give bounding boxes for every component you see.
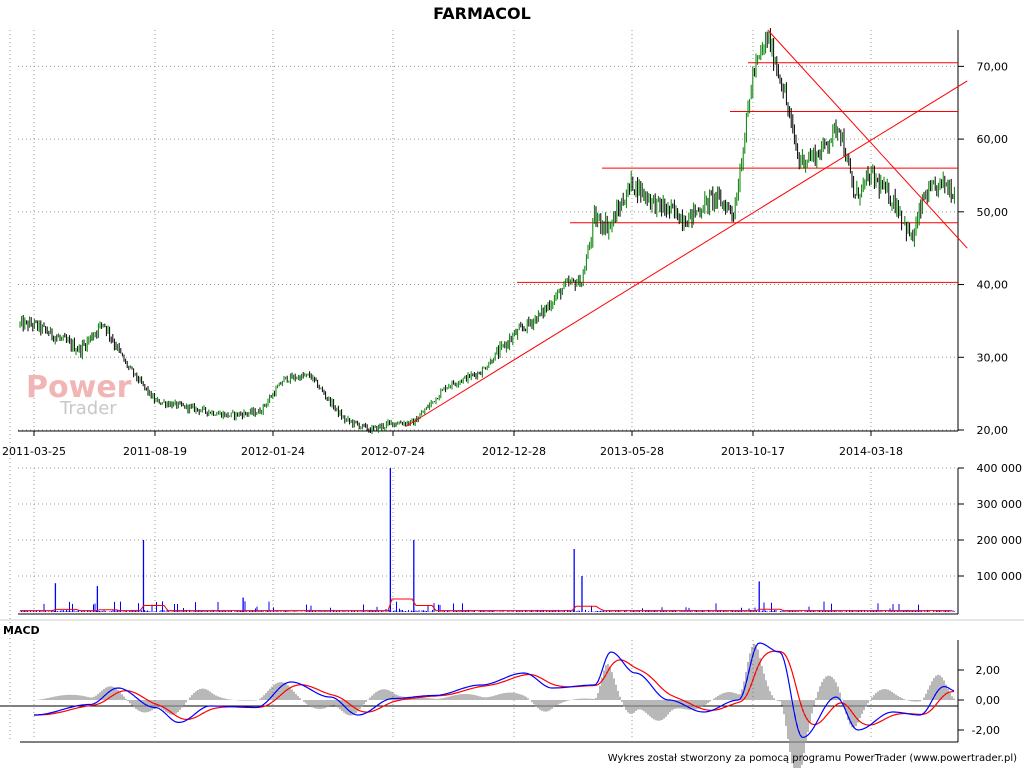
price-levels [517, 62, 958, 283]
volume-y-tick-label: 200 000 [977, 534, 1023, 547]
volume-y-axis: 100 000 200 000 300 000 400 000 [958, 462, 1022, 583]
chart-title: FARMACOL [433, 4, 531, 23]
footer-credit: Wykres został stworzony za pomocą progra… [608, 753, 1017, 764]
price-y-axis: 20,00 30,00 40,00 50,00 60,00 70,00 [958, 60, 1008, 437]
price-x-tick-label: 2013-05-28 [600, 445, 664, 458]
macd-y-tick-label: -2,00 [972, 724, 1000, 737]
macd-lines [34, 642, 955, 738]
logo-power: Power [26, 370, 132, 405]
price-y-tick-label: 20,00 [977, 424, 1009, 437]
price-y-tick-label: 70,00 [977, 60, 1009, 73]
trend-lines [405, 29, 968, 427]
price-x-axis: 2011-03-25 2011-08-19 2012-01-24 2012-07-24… [2, 431, 903, 458]
price-y-tick-label: 60,00 [977, 133, 1009, 146]
logo: Power Trader [26, 370, 132, 419]
price-x-tick-label: 2013-10-17 [721, 445, 785, 458]
price-x-tick-label: 2012-12-28 [482, 445, 546, 458]
price-x-tick-label: 2011-08-19 [123, 445, 187, 458]
trend-line [767, 29, 968, 249]
logo-trader: Trader [59, 398, 117, 419]
volume-average-line [20, 598, 952, 612]
macd-y-tick-label: 0,00 [976, 694, 1001, 707]
macd-y-axis: -2,00 0,00 2,00 [958, 664, 1000, 737]
price-x-tick-label: 2011-03-25 [2, 445, 66, 458]
price-y-tick-label: 40,00 [977, 279, 1009, 292]
price-x-tick-label: 2012-07-24 [361, 445, 425, 458]
price-x-tick-label: 2014-03-18 [839, 445, 903, 458]
volume-bars [19, 468, 955, 612]
price-series [19, 28, 955, 434]
price-x-tick-label: 2012-01-24 [241, 445, 305, 458]
price-y-tick-label: 30,00 [977, 351, 1009, 364]
macd-title: MACD [3, 624, 40, 637]
chart-grids [9, 30, 958, 740]
volume-y-tick-label: 100 000 [977, 570, 1023, 583]
volume-y-tick-label: 400 000 [977, 462, 1023, 475]
macd-line [34, 642, 955, 738]
trend-line [405, 80, 968, 427]
chart-frames [0, 30, 1024, 743]
price-y-tick-label: 50,00 [977, 206, 1009, 219]
macd-y-tick-label: 2,00 [976, 664, 1001, 677]
volume-y-tick-label: 300 000 [977, 498, 1023, 511]
